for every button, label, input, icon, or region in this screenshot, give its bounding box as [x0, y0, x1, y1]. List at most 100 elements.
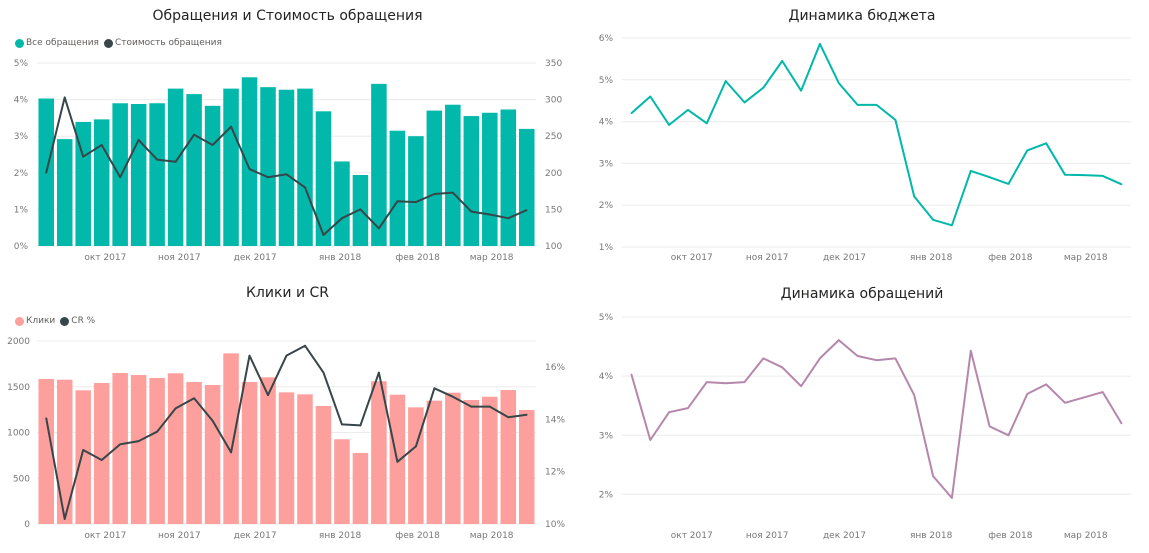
- data-point: [525, 209, 528, 211]
- bar: [75, 390, 91, 524]
- data-point: [63, 518, 66, 520]
- legend-label: Все обращения: [26, 38, 99, 48]
- y-tick-label: 5%: [14, 59, 29, 69]
- data-point: [211, 144, 214, 146]
- data-point: [668, 124, 670, 126]
- data-point: [378, 227, 380, 230]
- data-point: [452, 191, 454, 194]
- y2-tick-label: 300: [545, 96, 562, 106]
- bar: [130, 103, 147, 246]
- data-point: [63, 96, 66, 99]
- data-point: [193, 397, 195, 400]
- data-point: [1064, 401, 1066, 404]
- data-point: [743, 101, 746, 104]
- data-point: [507, 217, 510, 219]
- data-point: [285, 173, 288, 176]
- y-tick-label: 500: [13, 474, 30, 484]
- data-point: [1101, 175, 1104, 177]
- y2-tick-label: 16%: [545, 363, 565, 373]
- data-point: [470, 210, 473, 213]
- data-point: [781, 60, 784, 62]
- bar: [482, 396, 498, 524]
- x-tick-label: ноя 2017: [158, 531, 201, 541]
- chart-budget: Динамика бюджета 1% 2% 3% 4% 5% 6% окт 2017 ноя…: [575, 0, 1149, 276]
- legend-item-clicks[interactable]: Клики: [15, 316, 55, 326]
- bar: [241, 77, 258, 246]
- data-point: [1064, 173, 1066, 176]
- y-tick-label: 5%: [599, 313, 614, 323]
- x-tick-label: ноя 2017: [746, 253, 789, 263]
- data-point: [724, 80, 727, 82]
- x-tick-label: окт 2017: [84, 253, 126, 263]
- chart-clicks-cr: Клики и CR Клики CR % 0 500 1000 1500 2000 10…: [0, 276, 575, 553]
- x-tick-label: янв 2018: [319, 253, 362, 263]
- y-tick-label: 3%: [14, 132, 29, 142]
- x-tick-label: фев 2018: [396, 253, 441, 263]
- chart-title: Клики и CR: [245, 285, 330, 301]
- y2-tick-label: 10%: [545, 520, 565, 530]
- y-tick-label: 5%: [599, 76, 614, 86]
- bar: [500, 109, 517, 247]
- data-point: [781, 366, 784, 369]
- bar: [112, 103, 128, 246]
- data-point: [1007, 434, 1010, 437]
- y-tick-label: 3%: [599, 431, 614, 441]
- y2-tick-label: 100: [545, 242, 562, 252]
- legend-label: Клики: [26, 316, 56, 326]
- data-point: [1026, 149, 1029, 152]
- legend-item-request-cost[interactable]: Стоимость обращения: [103, 38, 222, 48]
- x-tick-label: фев 2018: [988, 253, 1033, 263]
- bar: [334, 161, 350, 246]
- bar: [352, 452, 369, 524]
- bar: [297, 394, 313, 524]
- data-point: [668, 411, 670, 414]
- chart-requests-dynamics: Динамика обращений 2% 3% 4% 5% окт 2017 ноя 2…: [575, 276, 1149, 553]
- bar: [500, 390, 517, 524]
- bar: [334, 439, 350, 524]
- data-point: [45, 172, 48, 174]
- bar: [260, 377, 276, 524]
- data-point: [193, 133, 195, 136]
- bar: [223, 353, 239, 524]
- data-point: [304, 186, 306, 189]
- data-point: [100, 144, 103, 146]
- data-point: [969, 349, 972, 352]
- data-point: [819, 43, 821, 45]
- data-point: [951, 497, 953, 499]
- bar: [149, 377, 165, 524]
- bar: [371, 83, 387, 246]
- data-point: [988, 425, 991, 428]
- x-tick-label: ноя 2017: [746, 531, 789, 541]
- data-point: [415, 445, 417, 448]
- x-tick-label: мар 2018: [470, 531, 514, 541]
- bar: [315, 111, 332, 246]
- data-point: [1120, 183, 1123, 186]
- chart-legend: Клики CR %: [15, 316, 97, 326]
- data-point: [630, 373, 633, 376]
- legend-item-all-requests[interactable]: Все обращения: [15, 38, 99, 48]
- data-point: [687, 407, 689, 409]
- y2-tick-label: 200: [545, 169, 562, 179]
- data-point: [174, 407, 177, 410]
- data-point: [724, 382, 727, 385]
- y-tick-label: 3%: [599, 159, 614, 169]
- bar: [93, 382, 110, 524]
- chart-plot: 1% 2% 3% 4% 5% 6% окт 2017 ноя 2017 дек 2017 янв …: [599, 34, 1131, 263]
- data-point: [507, 416, 510, 419]
- legend-label: Стоимость обращения: [114, 38, 222, 48]
- data-point: [800, 89, 802, 92]
- y2-tick-label: 14%: [545, 415, 565, 425]
- data-point: [894, 119, 897, 121]
- legend-item-cr[interactable]: CR %: [60, 316, 95, 326]
- data-point: [875, 104, 878, 106]
- data-point: [285, 354, 288, 357]
- chart-title: Динамика обращений: [780, 286, 944, 302]
- data-point: [1101, 391, 1104, 393]
- data-point: [267, 176, 269, 178]
- data-point: [837, 82, 840, 84]
- data-point: [230, 125, 232, 128]
- x-tick-label: мар 2018: [1064, 531, 1108, 541]
- data-point: [1007, 183, 1010, 185]
- series-line: [630, 42, 1123, 227]
- bar: [56, 379, 73, 524]
